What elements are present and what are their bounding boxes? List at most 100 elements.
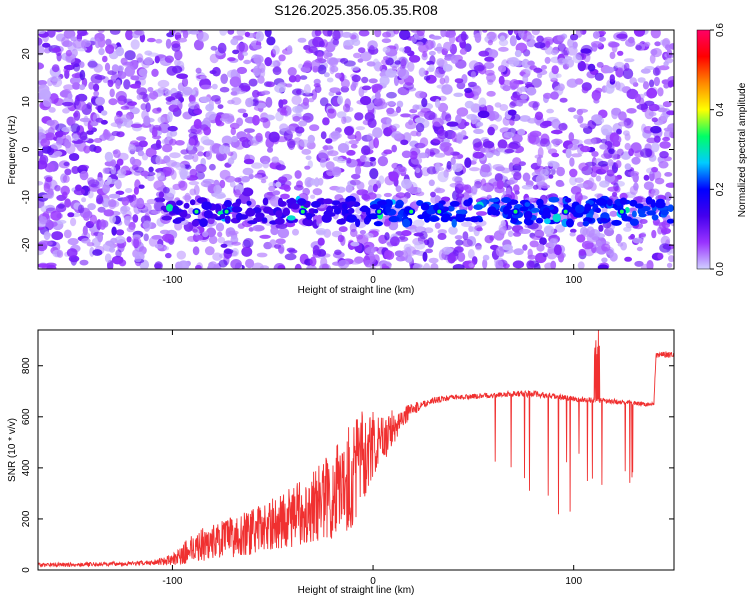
spectrogram-cell	[64, 198, 71, 208]
spectrogram-cell	[319, 157, 327, 168]
spectrogram-signal-cell	[346, 214, 357, 223]
spectrogram-cell	[209, 163, 216, 171]
snr-y-label: SNR (10 * v/v)	[7, 418, 18, 482]
spectrogram-cell	[180, 149, 189, 155]
spectrogram-cell	[533, 262, 541, 269]
spectrogram-cell	[595, 87, 603, 94]
snr-x-tick-label: -100	[162, 576, 182, 587]
spectrogram-cell	[174, 49, 183, 61]
spectrogram-cell	[599, 180, 610, 188]
spectrogram-cell	[651, 142, 660, 153]
spectrogram-cell	[663, 130, 671, 139]
spectrogram-cell	[599, 36, 606, 42]
spectrogram-cell	[140, 103, 147, 111]
spectrogram-cell	[305, 155, 312, 161]
spectrogram-cell	[459, 48, 467, 55]
spectrogram-cell	[54, 185, 61, 192]
spectrogram-cell	[268, 185, 276, 192]
spectrogram-cell	[151, 128, 158, 138]
spectrogram-cell	[337, 95, 344, 105]
spectrogram-cell	[531, 78, 542, 88]
spectrogram-cell	[327, 108, 335, 114]
spectrogram-signal-cell	[621, 216, 632, 222]
spectrogram-cell	[41, 145, 52, 154]
spectrogram-cell	[120, 205, 131, 212]
spectrogram-signal-cell	[305, 213, 313, 220]
spectrogram-cell	[109, 214, 116, 224]
spectrogram-cell	[38, 150, 44, 157]
spectrogram-cell	[484, 69, 495, 76]
spectrogram-cell	[482, 254, 490, 261]
spectrogram-cell	[70, 123, 81, 134]
spectrogram-cell	[608, 148, 615, 155]
spectrogram-cell	[278, 54, 286, 62]
spectrogram-x-tick-label: 100	[565, 275, 582, 286]
spectrogram-cell	[104, 62, 111, 72]
spectrogram-cell	[216, 121, 225, 127]
spectrogram-cell	[206, 227, 217, 238]
spectrogram-cell	[336, 158, 347, 164]
spectrogram-cell	[486, 49, 499, 59]
spectrogram-cell	[639, 219, 648, 224]
spectrogram-cell	[323, 72, 330, 78]
spectrogram-cell	[651, 229, 657, 239]
spectrogram-cell	[508, 141, 521, 150]
spectrogram-cell	[38, 181, 44, 186]
spectrogram-cell	[259, 234, 271, 239]
spectrogram-cell	[241, 187, 254, 197]
spectrogram-cell	[321, 263, 329, 269]
spectrogram-cell	[372, 58, 380, 70]
spectrogram-cell	[503, 131, 515, 138]
spectrogram-cell	[103, 129, 111, 140]
spectrogram-cell	[423, 75, 431, 81]
spectrogram-cell	[426, 166, 438, 175]
spectrogram-cell	[176, 73, 189, 79]
spectrogram-cell	[509, 102, 516, 108]
spectrogram-cell	[195, 265, 202, 269]
spectrogram-cell	[56, 249, 64, 258]
spectrogram-cell	[591, 114, 603, 123]
spectrogram-cell	[492, 164, 504, 171]
spectrogram-cell	[87, 190, 94, 199]
spectrogram-cell	[255, 31, 264, 42]
spectrogram-cell	[457, 252, 466, 262]
spectrogram-cell	[65, 49, 72, 57]
spectrogram-signal-cell	[660, 209, 669, 216]
spectrogram-cell	[472, 151, 485, 159]
spectrogram-cell	[452, 163, 463, 173]
spectrogram-cell	[383, 129, 393, 136]
spectrogram-signal-cell	[501, 197, 512, 203]
spectrogram-cell	[337, 143, 349, 153]
spectrogram-cell	[455, 239, 464, 246]
spectrogram-cell	[434, 152, 446, 158]
spectrogram-signal-cell	[619, 197, 628, 205]
spectrogram-cell	[115, 249, 122, 258]
spectrogram-cell	[617, 50, 624, 56]
spectrogram-cell	[382, 46, 391, 53]
spectrogram-cell	[46, 119, 55, 126]
spectrogram-cell	[310, 179, 321, 186]
spectrogram-cell	[359, 230, 366, 235]
spectrogram-cell	[644, 41, 651, 47]
spectrogram-cell	[99, 219, 107, 230]
spectrogram-cell	[231, 241, 241, 246]
spectrogram-cell	[337, 234, 344, 243]
spectrogram-cell	[346, 149, 356, 156]
spectrogram-cell	[566, 78, 578, 88]
spectrogram-cell	[551, 65, 559, 75]
spectrogram-cell	[248, 227, 254, 232]
spectrogram-cell	[594, 72, 604, 81]
spectrogram-signal-cell	[645, 196, 653, 205]
spectrogram-cell	[272, 66, 282, 76]
spectrogram-hotspot-core	[409, 209, 414, 214]
spectrogram-cell	[144, 57, 154, 66]
spectrogram-cell	[292, 105, 304, 114]
spectrogram-cell	[350, 228, 358, 238]
spectrogram-cell	[397, 86, 410, 96]
spectrogram-cell	[166, 32, 175, 38]
spectrogram-hotspot-core	[224, 209, 229, 214]
spectrogram-cell	[519, 86, 528, 92]
spectrogram-signal-cell	[278, 201, 286, 207]
spectrogram-cell	[659, 151, 669, 159]
